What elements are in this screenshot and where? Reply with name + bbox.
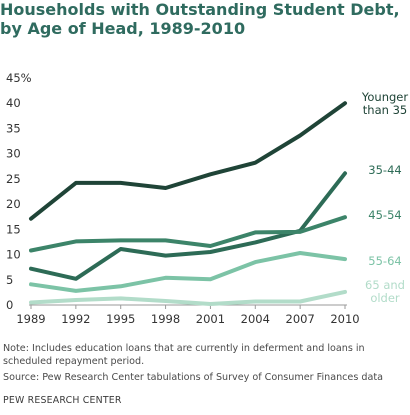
line-chart: 0 5 10 15 20 25 30 35 40 45% 1989 1992 1995 1998 2001 2… xyxy=(6,71,408,326)
y-tick-label: 30 xyxy=(6,147,21,161)
y-tick-label: 25 xyxy=(6,172,21,186)
y-tick-label: 10 xyxy=(6,248,21,262)
x-tick-label: 2010 xyxy=(330,312,359,326)
series-label: Younger xyxy=(361,90,408,104)
x-tick-label: 1992 xyxy=(61,312,90,326)
chart-title: Households with Outstanding Student Debt… xyxy=(0,0,400,38)
publisher-brand: PEW RESEARCH CENTER xyxy=(3,395,122,406)
x-tick-label: 2001 xyxy=(196,312,225,326)
series-label: 45-54 xyxy=(368,208,401,222)
y-tick-label: 5 xyxy=(6,273,13,287)
y-tick-label: 45% xyxy=(6,71,32,85)
series-line xyxy=(29,171,347,281)
chart-note: Note: Includes education loans that are … xyxy=(3,343,365,367)
series-label: 65 and xyxy=(365,278,405,292)
axis-layer: 0 5 10 15 20 25 30 35 40 45% 1989 1992 1995 1998 2001 2… xyxy=(6,71,360,326)
x-tick-label: 1995 xyxy=(106,312,135,326)
y-tick-label: 0 xyxy=(6,298,13,312)
series-layer xyxy=(29,101,347,306)
y-tick-label: 35 xyxy=(6,121,21,135)
series-line xyxy=(29,289,347,306)
series-line xyxy=(29,101,347,221)
y-tick-label: 15 xyxy=(6,222,21,236)
series-label: than 35 xyxy=(363,103,407,117)
chart-source: Source: Pew Research Center tabulations … xyxy=(3,372,383,383)
y-tick-label: 40 xyxy=(6,96,21,110)
y-tick-label: 20 xyxy=(6,197,21,211)
series-label: older xyxy=(370,291,400,305)
series-label: 55-64 xyxy=(368,254,401,268)
x-tick-label: 1989 xyxy=(16,312,45,326)
series-line xyxy=(29,251,347,293)
x-tick-label: 2004 xyxy=(241,312,270,326)
x-tick-label: 2007 xyxy=(286,312,315,326)
series-label: 35-44 xyxy=(368,163,401,177)
series-line xyxy=(29,215,347,253)
x-tick-label: 1998 xyxy=(151,312,180,326)
